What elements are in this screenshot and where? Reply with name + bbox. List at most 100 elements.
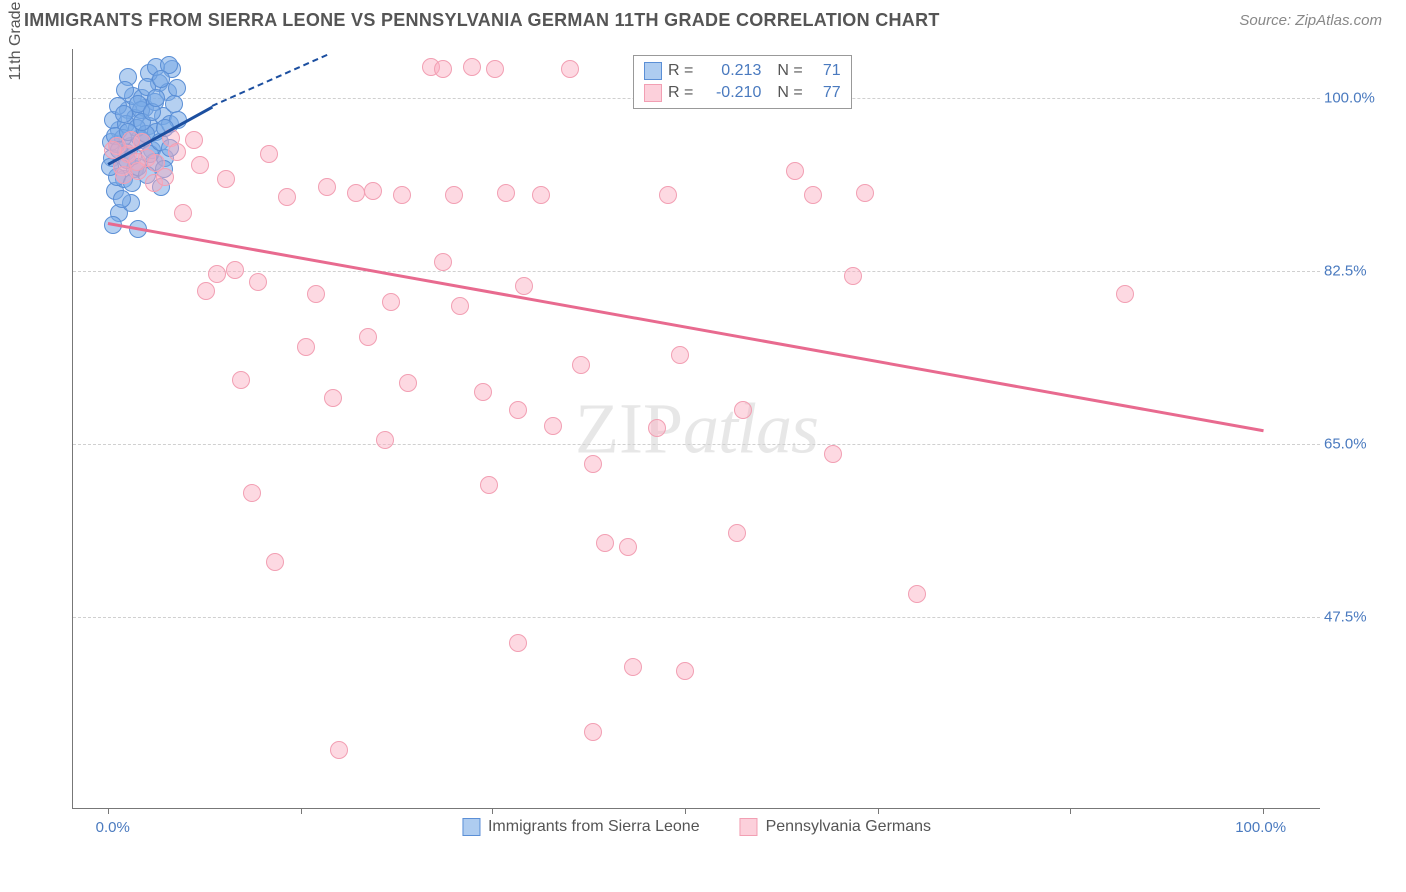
scatter-point-pennsylvania_germans [249, 273, 267, 291]
scatter-point-pennsylvania_germans [324, 389, 342, 407]
scatter-point-pennsylvania_germans [584, 455, 602, 473]
x-tick-mark [878, 808, 879, 814]
y-tick-label: 47.5% [1324, 608, 1384, 625]
scatter-point-pennsylvania_germans [908, 585, 926, 603]
scatter-point-pennsylvania_germans [584, 723, 602, 741]
scatter-point-pennsylvania_germans [463, 58, 481, 76]
x-tick-label-left: 0.0% [96, 819, 130, 836]
scatter-point-pennsylvania_germans [115, 166, 133, 184]
y-tick-label: 100.0% [1324, 90, 1384, 107]
legend-swatch [740, 818, 758, 836]
source-label: Source: ZipAtlas.com [1239, 12, 1382, 29]
scatter-point-pennsylvania_germans [728, 524, 746, 542]
x-tick-label-right: 100.0% [1235, 819, 1286, 836]
scatter-point-sierra_leone [152, 70, 170, 88]
scatter-point-pennsylvania_germans [480, 476, 498, 494]
scatter-point-pennsylvania_germans [451, 297, 469, 315]
x-tick-mark [1263, 808, 1264, 814]
scatter-point-pennsylvania_germans [393, 186, 411, 204]
chart-title: IMMIGRANTS FROM SIERRA LEONE VS PENNSYLV… [24, 10, 940, 31]
scatter-point-pennsylvania_germans [197, 282, 215, 300]
scatter-point-pennsylvania_germans [243, 484, 261, 502]
scatter-point-pennsylvania_germans [1116, 285, 1134, 303]
x-tick-mark [108, 808, 109, 814]
scatter-point-pennsylvania_germans [596, 534, 614, 552]
scatter-point-sierra_leone [147, 89, 165, 107]
gridline-h [73, 444, 1320, 445]
scatter-point-pennsylvania_germans [671, 346, 689, 364]
scatter-point-pennsylvania_germans [208, 265, 226, 283]
scatter-point-pennsylvania_germans [359, 328, 377, 346]
scatter-point-pennsylvania_germans [168, 143, 186, 161]
legend-item: Pennsylvania Germans [740, 818, 931, 836]
scatter-point-pennsylvania_germans [156, 168, 174, 186]
scatter-point-pennsylvania_germans [734, 401, 752, 419]
scatter-point-pennsylvania_germans [191, 156, 209, 174]
scatter-point-pennsylvania_germans [844, 267, 862, 285]
legend-correlation: R =0.213N =71R =-0.210N =77 [633, 55, 852, 109]
scatter-point-pennsylvania_germans [497, 184, 515, 202]
legend-row: R =-0.210N =77 [644, 82, 841, 104]
scatter-point-pennsylvania_germans [364, 182, 382, 200]
scatter-point-sierra_leone [116, 81, 134, 99]
chart-header: IMMIGRANTS FROM SIERRA LEONE VS PENNSYLV… [0, 0, 1406, 37]
scatter-point-pennsylvania_germans [824, 445, 842, 463]
scatter-point-pennsylvania_germans [532, 186, 550, 204]
scatter-point-pennsylvania_germans [226, 261, 244, 279]
scatter-point-pennsylvania_germans [307, 285, 325, 303]
scatter-point-pennsylvania_germans [786, 162, 804, 180]
scatter-point-pennsylvania_germans [856, 184, 874, 202]
x-tick-mark [301, 808, 302, 814]
scatter-point-pennsylvania_germans [486, 60, 504, 78]
scatter-point-pennsylvania_germans [648, 419, 666, 437]
legend-swatch [644, 84, 662, 102]
legend-swatch [462, 818, 480, 836]
legend-swatch [644, 62, 662, 80]
scatter-point-pennsylvania_germans [434, 253, 452, 271]
scatter-point-pennsylvania_germans [128, 153, 146, 171]
scatter-point-pennsylvania_germans [624, 658, 642, 676]
watermark: ZIPatlas [575, 387, 818, 470]
x-tick-mark [1070, 808, 1071, 814]
y-axis-label: 11th Grade [7, 2, 25, 81]
scatter-point-pennsylvania_germans [217, 170, 235, 188]
x-tick-mark [492, 808, 493, 814]
scatter-point-pennsylvania_germans [561, 60, 579, 78]
scatter-point-pennsylvania_germans [232, 371, 250, 389]
legend-series: Immigrants from Sierra Leone Pennsylvania… [462, 818, 931, 836]
scatter-plot: ZIPatlas 100.0%82.5%65.0%47.5%0.0%100.0%… [72, 49, 1320, 809]
scatter-point-pennsylvania_germans [474, 383, 492, 401]
scatter-point-pennsylvania_germans [382, 293, 400, 311]
scatter-point-pennsylvania_germans [515, 277, 533, 295]
scatter-point-pennsylvania_germans [572, 356, 590, 374]
scatter-point-pennsylvania_germans [445, 186, 463, 204]
y-tick-label: 82.5% [1324, 263, 1384, 280]
scatter-point-pennsylvania_germans [347, 184, 365, 202]
scatter-point-pennsylvania_germans [676, 662, 694, 680]
scatter-point-pennsylvania_germans [318, 178, 336, 196]
scatter-point-pennsylvania_germans [260, 145, 278, 163]
scatter-point-pennsylvania_germans [376, 431, 394, 449]
legend-item: Immigrants from Sierra Leone [462, 818, 700, 836]
scatter-point-sierra_leone [113, 190, 131, 208]
gridline-h [73, 617, 1320, 618]
x-tick-mark [685, 808, 686, 814]
gridline-h [73, 271, 1320, 272]
scatter-point-pennsylvania_germans [266, 553, 284, 571]
trend-line [107, 222, 1263, 432]
scatter-point-pennsylvania_germans [509, 634, 527, 652]
y-tick-label: 65.0% [1324, 435, 1384, 452]
scatter-point-pennsylvania_germans [399, 374, 417, 392]
scatter-point-pennsylvania_germans [544, 417, 562, 435]
scatter-point-pennsylvania_germans [509, 401, 527, 419]
scatter-point-pennsylvania_germans [619, 538, 637, 556]
scatter-point-pennsylvania_germans [185, 131, 203, 149]
scatter-point-pennsylvania_germans [278, 188, 296, 206]
scatter-point-pennsylvania_germans [330, 741, 348, 759]
scatter-point-pennsylvania_germans [174, 204, 192, 222]
scatter-point-pennsylvania_germans [804, 186, 822, 204]
legend-row: R =0.213N =71 [644, 60, 841, 82]
scatter-point-pennsylvania_germans [297, 338, 315, 356]
scatter-point-pennsylvania_germans [659, 186, 677, 204]
scatter-point-pennsylvania_germans [434, 60, 452, 78]
